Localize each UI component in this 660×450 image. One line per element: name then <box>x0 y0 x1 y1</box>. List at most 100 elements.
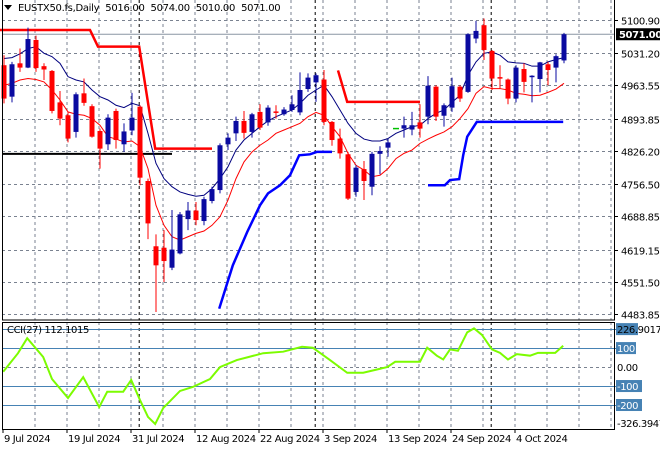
candle-body <box>553 56 559 68</box>
candle <box>233 116 239 141</box>
candle <box>281 107 287 116</box>
cci-level-tag <box>616 342 636 355</box>
candle <box>145 178 151 240</box>
candle <box>241 110 247 139</box>
candle <box>441 103 447 127</box>
candle <box>457 85 463 102</box>
candle-body <box>425 85 431 117</box>
chart-header: EUSTX50.fs,Daily 5016.00 5074.00 5010.00 507… <box>4 3 286 14</box>
candle <box>537 61 543 93</box>
candle-body <box>225 137 231 145</box>
candle <box>177 211 183 255</box>
candle-body <box>33 39 39 69</box>
candle-body <box>361 169 367 181</box>
candle <box>49 69 55 114</box>
candle-body <box>145 180 151 224</box>
chart-menu-triangle-icon[interactable] <box>4 5 12 10</box>
candle <box>361 160 367 201</box>
stop-line-upper <box>0 28 212 150</box>
candle <box>345 151 351 201</box>
candle <box>297 72 303 116</box>
date-axis-label: 13 Sep 2024 <box>388 434 447 445</box>
candle <box>505 78 511 105</box>
candle-body <box>17 63 23 68</box>
candle <box>377 146 383 175</box>
candle-body <box>537 62 543 80</box>
candle-body <box>41 66 47 70</box>
candle-body <box>81 93 87 103</box>
candle-body <box>25 39 31 68</box>
candle-body <box>97 130 103 149</box>
candle <box>257 104 263 131</box>
candle <box>513 65 519 103</box>
candle-body <box>489 50 495 79</box>
candle-body <box>457 86 463 99</box>
candle-body <box>345 154 351 199</box>
date-axis-label: 22 Aug 2024 <box>260 434 320 445</box>
candle-body <box>137 106 143 178</box>
date-axis-label: 31 Jul 2024 <box>132 434 184 445</box>
candle <box>385 138 391 157</box>
candle-body <box>449 86 455 108</box>
candle-body <box>161 247 167 262</box>
price-axis-label: 5031.20 <box>621 50 660 61</box>
candle <box>489 49 495 90</box>
candle <box>265 105 271 126</box>
candle <box>329 120 335 146</box>
date-axis-label: 19 Jul 2024 <box>68 434 120 445</box>
candle-body <box>105 117 111 145</box>
candle <box>41 63 47 80</box>
date-axis-label: 24 Sep 2024 <box>452 434 511 445</box>
candle-body <box>209 189 215 202</box>
candle <box>153 234 159 313</box>
price-axis-label: 4756.50 <box>621 181 660 192</box>
date-axis-label: 9 Jul 2024 <box>4 434 50 445</box>
cci-axis-label: 0.00 <box>617 363 638 374</box>
candle-body <box>369 153 375 187</box>
date-axis-label: 12 Aug 2024 <box>196 434 256 445</box>
candle-body <box>529 75 535 78</box>
cci-line <box>2 327 564 426</box>
candle <box>17 48 23 72</box>
symbol-label: EUSTX50.fs,Daily <box>18 3 100 14</box>
candle-body <box>177 214 183 254</box>
candle <box>73 92 79 138</box>
candle <box>561 32 567 64</box>
candle <box>57 90 63 126</box>
candle-body <box>9 64 15 97</box>
candle-body <box>169 249 175 268</box>
candle-body <box>201 199 207 222</box>
candle-body <box>73 94 79 132</box>
price-axis-label: 5100.90 <box>621 17 660 28</box>
candle-body <box>113 110 119 141</box>
cci-level-tag <box>616 380 642 393</box>
candle <box>65 111 71 143</box>
candle <box>81 78 87 106</box>
candle-body <box>385 142 391 148</box>
cci-level-tag <box>616 323 638 336</box>
low-value: 5010.00 <box>195 3 236 14</box>
candle <box>113 108 119 149</box>
cci-level-tag <box>616 399 642 412</box>
candle <box>289 95 295 112</box>
candle <box>201 196 207 226</box>
cci-axis-label: 100 <box>617 344 635 355</box>
candle <box>217 143 223 194</box>
candle <box>249 112 255 138</box>
candle-body <box>185 210 191 220</box>
candle-body <box>417 122 423 129</box>
candle-body <box>505 79 511 99</box>
cci-axis-label: -326.3947 <box>617 419 660 430</box>
current-price-label: 5071.00 <box>619 30 660 41</box>
candle-body <box>273 111 279 113</box>
candle <box>337 128 343 159</box>
candle-body <box>129 117 135 131</box>
candle-body <box>377 150 383 154</box>
price-axis-label: 4551.50 <box>621 279 660 290</box>
candle-body <box>561 34 567 61</box>
candle-body <box>313 75 319 83</box>
cci-title: CCI(27) 112.1015 <box>7 325 89 336</box>
cci-axis-label: -100 <box>617 382 638 393</box>
candle-body <box>297 89 303 113</box>
